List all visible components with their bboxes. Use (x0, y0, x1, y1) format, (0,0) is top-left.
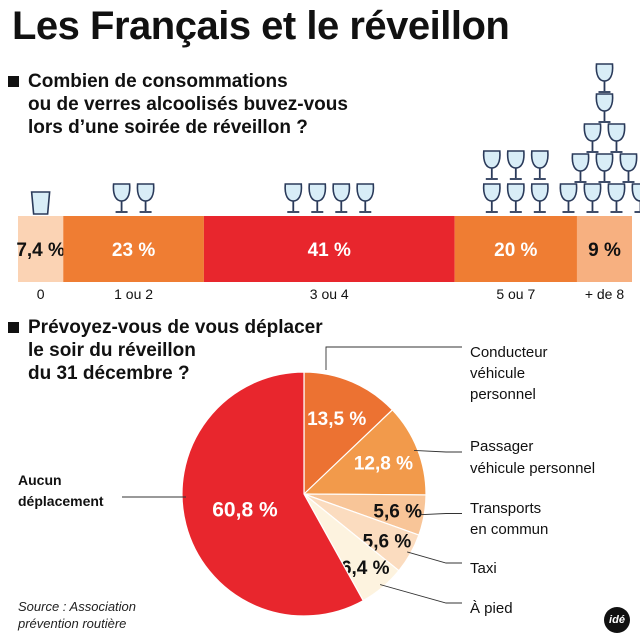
bar-category-label: + de 8 (585, 286, 625, 302)
bar-segment (63, 216, 204, 282)
glass-group (559, 63, 640, 213)
bar-segment (454, 216, 577, 282)
bar-category-label: 3 ou 4 (310, 286, 349, 302)
legend-leader-line (380, 584, 462, 604)
wine-glass-icon (482, 183, 501, 202)
wine-glass-icon (530, 150, 549, 169)
legend-leader-line (325, 346, 462, 370)
wine-glass-icon (595, 63, 614, 82)
legend-leader-line (407, 551, 462, 564)
consumption-stacked-bar-chart: 7,4 % 0 23 % 1 ou 2 41 % 3 ou 4 20 % 5 ou 7 9 % +… (16, 63, 640, 302)
pie-legend-label: déplacement (18, 493, 104, 509)
source-line: prévention routière (18, 616, 127, 631)
bar-data-label: 23 % (112, 240, 155, 261)
wine-glass-icon (619, 153, 638, 172)
bar-data-label: 41 % (308, 240, 351, 261)
glass-group (112, 183, 155, 213)
pie-data-label: 13,5 % (307, 409, 366, 430)
pie-slice (181, 371, 365, 617)
pie-slice (303, 371, 394, 496)
pie-slice (302, 409, 427, 496)
wine-glass-icon (332, 183, 351, 202)
pie-slice (303, 493, 427, 536)
glass-group (284, 183, 375, 213)
pie-legend-label: Passager (470, 438, 533, 455)
question-2-line: le soir du réveillon (28, 340, 196, 361)
question-2-line: du 31 décembre ? (28, 363, 190, 384)
pie-data-label: 5,6 % (373, 502, 422, 523)
bar-category-label: 0 (37, 286, 45, 302)
wine-glass-icon (112, 183, 131, 202)
pie-legend-label: Transports (470, 500, 541, 517)
pie-data-label: 6,4 % (341, 558, 390, 579)
wine-glass-icon (482, 150, 501, 169)
pie-data-label: 5,6 % (363, 532, 412, 553)
question-1-line: Combien de consommations (28, 71, 288, 92)
publisher-logo: idé (604, 607, 630, 633)
pie-legend-label: en commun (470, 521, 548, 538)
bar-category-label: 1 ou 2 (114, 286, 153, 302)
wine-glass-icon (308, 183, 327, 202)
wine-glass-icon (530, 183, 549, 202)
bullet-square-icon (8, 76, 19, 87)
pie-legend-label: personnel (470, 386, 536, 403)
question-2: Prévoyez-vous de vous déplacer le soir d… (8, 316, 323, 385)
wine-glass-icon (595, 153, 614, 172)
pie-legend-label: Conducteur (470, 344, 548, 361)
wine-glass-icon (631, 183, 640, 202)
pie-slice (303, 493, 400, 602)
glass-group (30, 191, 51, 215)
pie-legend-label: véhicule (470, 365, 525, 382)
wine-glass-icon (595, 93, 614, 112)
pie-slice (303, 493, 420, 572)
wine-glass-icon (506, 183, 525, 202)
pie-legend-label: Taxi (470, 560, 497, 577)
wine-glass-icon (607, 123, 626, 142)
source-line: Source : Association (18, 599, 137, 614)
wine-glass-icon (136, 183, 155, 202)
bar-data-label: 9 % (588, 240, 621, 261)
bar-category-label: 5 ou 7 (496, 286, 535, 302)
bar-segment (576, 216, 632, 282)
wine-glass-icon (356, 183, 375, 202)
bullet-square-icon (8, 322, 19, 333)
page-title: Les Français et le réveillon (12, 4, 510, 48)
wine-glass-icon (571, 153, 590, 172)
question-1: Combien de consommations ou de verres al… (8, 70, 348, 139)
bar-data-label: 7,4 % (16, 240, 65, 261)
wine-glass-icon (583, 123, 602, 142)
pie-legend-label: À pied (470, 600, 513, 617)
pie-legend-label: véhicule personnel (470, 460, 595, 477)
tumbler-glass-icon (30, 191, 51, 215)
wine-glass-icon (284, 183, 303, 202)
pie-data-label: 12,8 % (354, 454, 413, 475)
wine-glass-icon (506, 150, 525, 169)
question-1-line: lors d’une soirée de réveillon ? (28, 117, 308, 138)
bar-segment (203, 216, 455, 282)
pie-data-label: 60,8 % (212, 498, 278, 521)
glass-group (482, 150, 549, 213)
question-2-line: Prévoyez-vous de vous déplacer (28, 317, 323, 338)
bar-segment (18, 216, 64, 282)
bar-data-label: 20 % (494, 240, 537, 261)
wine-glass-icon (583, 183, 602, 202)
wine-glass-icon (607, 183, 626, 202)
pie-legend-label: Aucun (18, 472, 62, 488)
legend-leader-line (414, 450, 462, 453)
wine-glass-icon (559, 183, 578, 202)
source-note: Source : Association prévention routière (18, 598, 136, 632)
legend-leader-line (420, 513, 462, 516)
question-1-line: ou de verres alcoolisés buvez-vous (28, 94, 348, 115)
